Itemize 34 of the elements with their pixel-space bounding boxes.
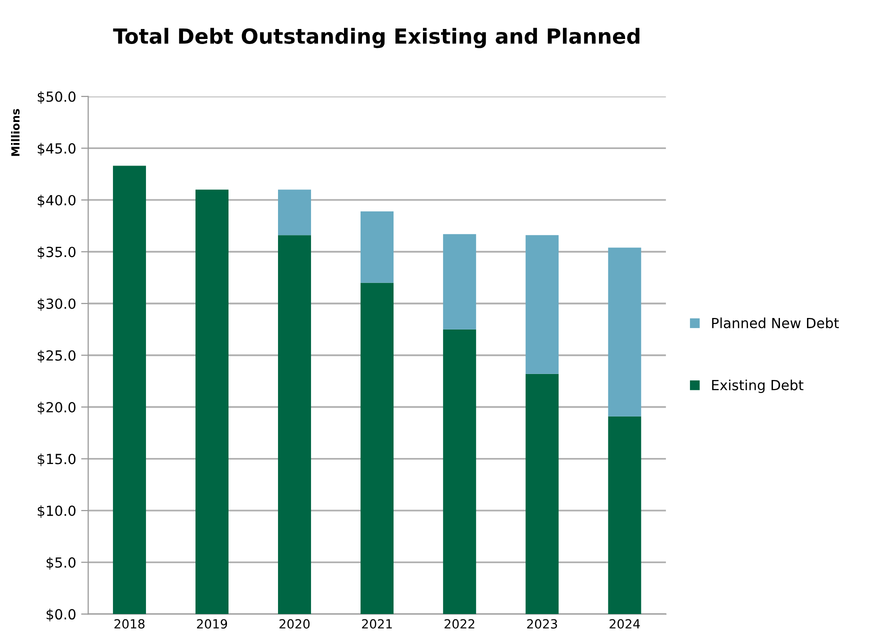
- bar: [526, 235, 559, 374]
- bar: [443, 329, 476, 614]
- bar: [526, 374, 559, 614]
- bar: [360, 282, 394, 614]
- bar: [278, 190, 312, 236]
- y-tick-label: $0.0: [46, 608, 76, 622]
- x-tick-label: 2019: [197, 619, 228, 629]
- chart-title: Total Debt Outstanding Existing and Planned: [113, 28, 640, 48]
- y-tick-label: $20.0: [38, 402, 76, 414]
- legend-label: Existing Debt: [712, 380, 804, 394]
- x-tick-label: 2020: [280, 619, 310, 629]
- x-tick-label: 2021: [362, 619, 392, 629]
- y-tick-label: $35.0: [38, 246, 76, 260]
- y-tick-label: $15.0: [38, 454, 76, 466]
- y-tick-label: $25.0: [38, 350, 76, 363]
- y-tick-label: $30.0: [38, 298, 76, 311]
- bar: [608, 416, 642, 614]
- x-tick-label: 2023: [527, 619, 558, 629]
- y-tick-label: $10.0: [38, 505, 76, 518]
- y-tick-label: $45.0: [38, 142, 76, 156]
- x-tick-label: 2022: [444, 619, 474, 629]
- bar: [112, 166, 146, 614]
- y-tick-label: $40.0: [38, 194, 76, 208]
- x-tick-label: 2018: [114, 619, 145, 629]
- x-tick-label: 2024: [610, 619, 640, 629]
- y-tick-label: $50.0: [38, 91, 76, 104]
- bar: [360, 211, 394, 283]
- y-axis-title: Millions: [11, 108, 20, 156]
- bar: [443, 234, 476, 330]
- bar: [608, 248, 642, 416]
- legend-label: Planned New Debt: [712, 318, 839, 328]
- bar: [195, 190, 228, 614]
- bar: [278, 235, 312, 614]
- y-tick-label: $5.0: [46, 557, 76, 570]
